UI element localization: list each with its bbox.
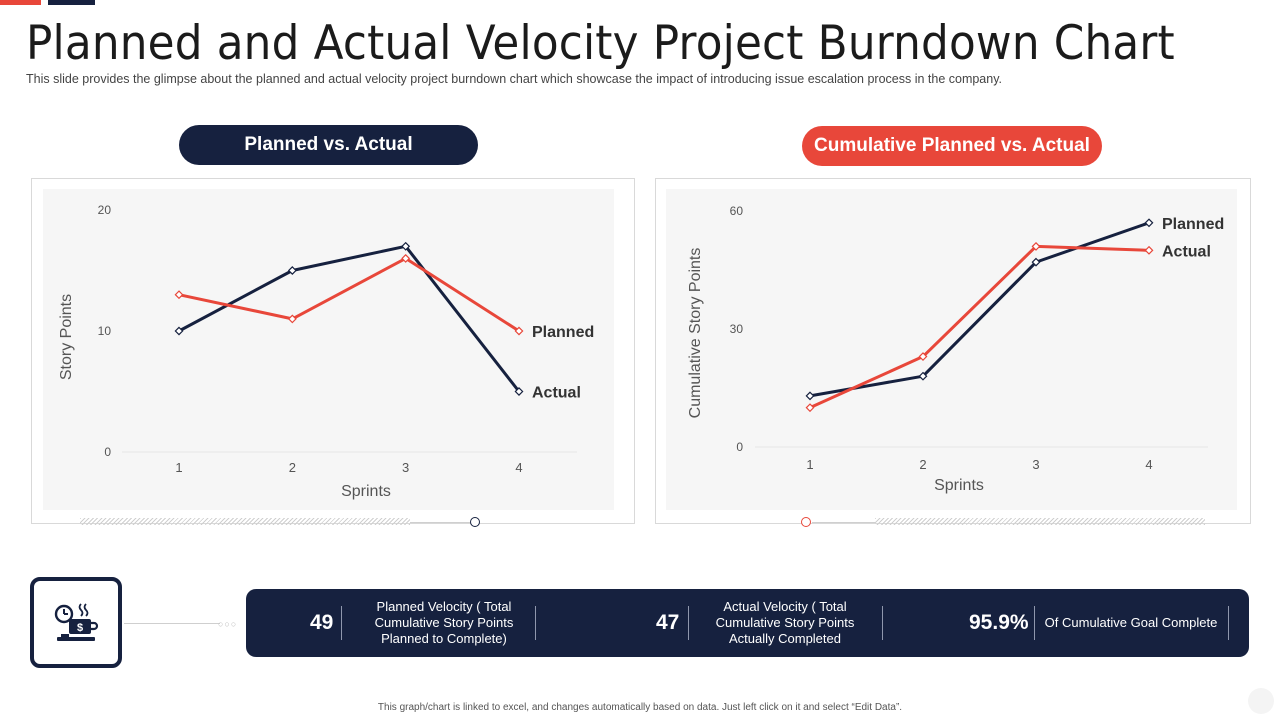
left-x-tick-label: 3	[402, 460, 409, 475]
left-connector-line	[410, 522, 470, 523]
right-line-chart: Cumulative Story Points Sprints 0 30 60 1 2…	[687, 204, 1224, 494]
left-point-planned	[174, 290, 184, 300]
right-series-line-actual	[809, 244, 1150, 410]
page-subtitle: This slide provides the glimpse about th…	[26, 72, 1003, 86]
planned-velocity-value: 49	[310, 611, 334, 634]
right-series-label-actual: Actual	[1162, 243, 1211, 260]
left-x-axis-label: Sprints	[341, 483, 391, 500]
stat-divider	[1228, 606, 1229, 640]
right-hatch-strip	[875, 518, 1205, 525]
icon-connector-line	[124, 623, 220, 624]
right-chart-title-pill: Cumulative Planned vs. Actual	[802, 126, 1102, 166]
left-point-planned	[287, 314, 297, 324]
right-x-tick-label: 1	[806, 457, 813, 472]
left-series-label-planned: Planned	[532, 324, 594, 341]
stats-bar: 49 Planned Velocity ( Total Cumulative S…	[246, 589, 1249, 657]
stat-divider	[341, 606, 342, 640]
right-y-tick-label: 60	[730, 204, 744, 218]
right-x-axis-label: Sprints	[934, 477, 984, 494]
connector-dots: ○○○	[218, 619, 238, 629]
right-point-planned	[918, 371, 928, 381]
left-point-actual	[514, 387, 524, 396]
corner-decoration	[1248, 688, 1274, 714]
accent-bar-red	[0, 0, 41, 5]
goal-complete-value: 95.9%	[969, 611, 1029, 634]
right-point-actual	[1031, 241, 1041, 251]
left-series-line-planned	[178, 256, 520, 333]
right-y-tick-label: 30	[730, 322, 744, 336]
right-connector-ring	[801, 517, 811, 527]
right-y-tick-label: 0	[736, 440, 743, 454]
right-point-actual	[805, 403, 815, 413]
planned-velocity-label: Planned Velocity ( Total Cumulative Stor…	[374, 599, 514, 646]
page-title: Planned and Actual Velocity Project Burn…	[26, 16, 1175, 71]
actual-velocity-value: 47	[656, 611, 680, 634]
left-series-line-actual	[178, 244, 521, 393]
right-series-line-planned	[809, 221, 1150, 398]
right-point-planned	[805, 391, 815, 401]
left-series-label-actual: Actual	[532, 385, 581, 402]
right-point-planned	[1144, 218, 1154, 228]
stat-divider	[1034, 606, 1035, 640]
left-plot-background	[43, 189, 614, 510]
left-y-tick-label: 20	[98, 203, 112, 217]
actual-velocity-label: Actual Velocity ( Total Cumulative Story…	[715, 599, 855, 646]
right-series-label-planned: Planned	[1162, 216, 1224, 233]
right-point-planned	[1031, 257, 1041, 267]
right-x-tick-label: 3	[1032, 457, 1039, 472]
right-y-axis-label: Cumulative Story Points	[687, 248, 704, 419]
left-y-tick-label: 10	[98, 324, 112, 338]
left-y-tick-label: 0	[104, 445, 111, 459]
accent-bar-navy	[48, 0, 95, 5]
goal-complete-label: Of Cumulative Goal Complete	[1044, 615, 1218, 630]
stat-divider	[882, 606, 883, 640]
left-point-planned	[401, 253, 411, 263]
stat-divider	[535, 606, 536, 640]
left-point-actual	[174, 326, 184, 336]
left-hatch-strip	[80, 518, 410, 525]
left-line-chart: Story Points Sprints 0 10 20 1 2 3 4 Actual Pl…	[58, 203, 594, 500]
left-x-tick-label: 1	[175, 460, 182, 475]
right-point-actual	[918, 352, 928, 361]
left-y-axis-label: Story Points	[58, 294, 75, 380]
left-point-actual	[401, 241, 411, 251]
right-x-tick-label: 4	[1145, 457, 1152, 472]
money-cup-icon: $	[54, 602, 99, 641]
right-x-tick-label: 2	[919, 457, 926, 472]
coffee-money-laptop-icon: $	[30, 577, 122, 668]
left-x-tick-label: 4	[515, 460, 522, 475]
svg-text:$: $	[77, 622, 83, 634]
stat-divider	[688, 606, 689, 640]
left-point-actual	[287, 266, 297, 275]
right-point-actual	[1144, 245, 1154, 255]
right-connector-line	[812, 522, 875, 523]
left-point-planned	[514, 326, 524, 336]
left-connector-ring	[470, 517, 480, 527]
left-chart-title-pill: Planned vs. Actual	[179, 125, 478, 165]
footer-note: This graph/chart is linked to excel, and…	[377, 702, 903, 713]
left-x-tick-label: 2	[289, 460, 296, 475]
